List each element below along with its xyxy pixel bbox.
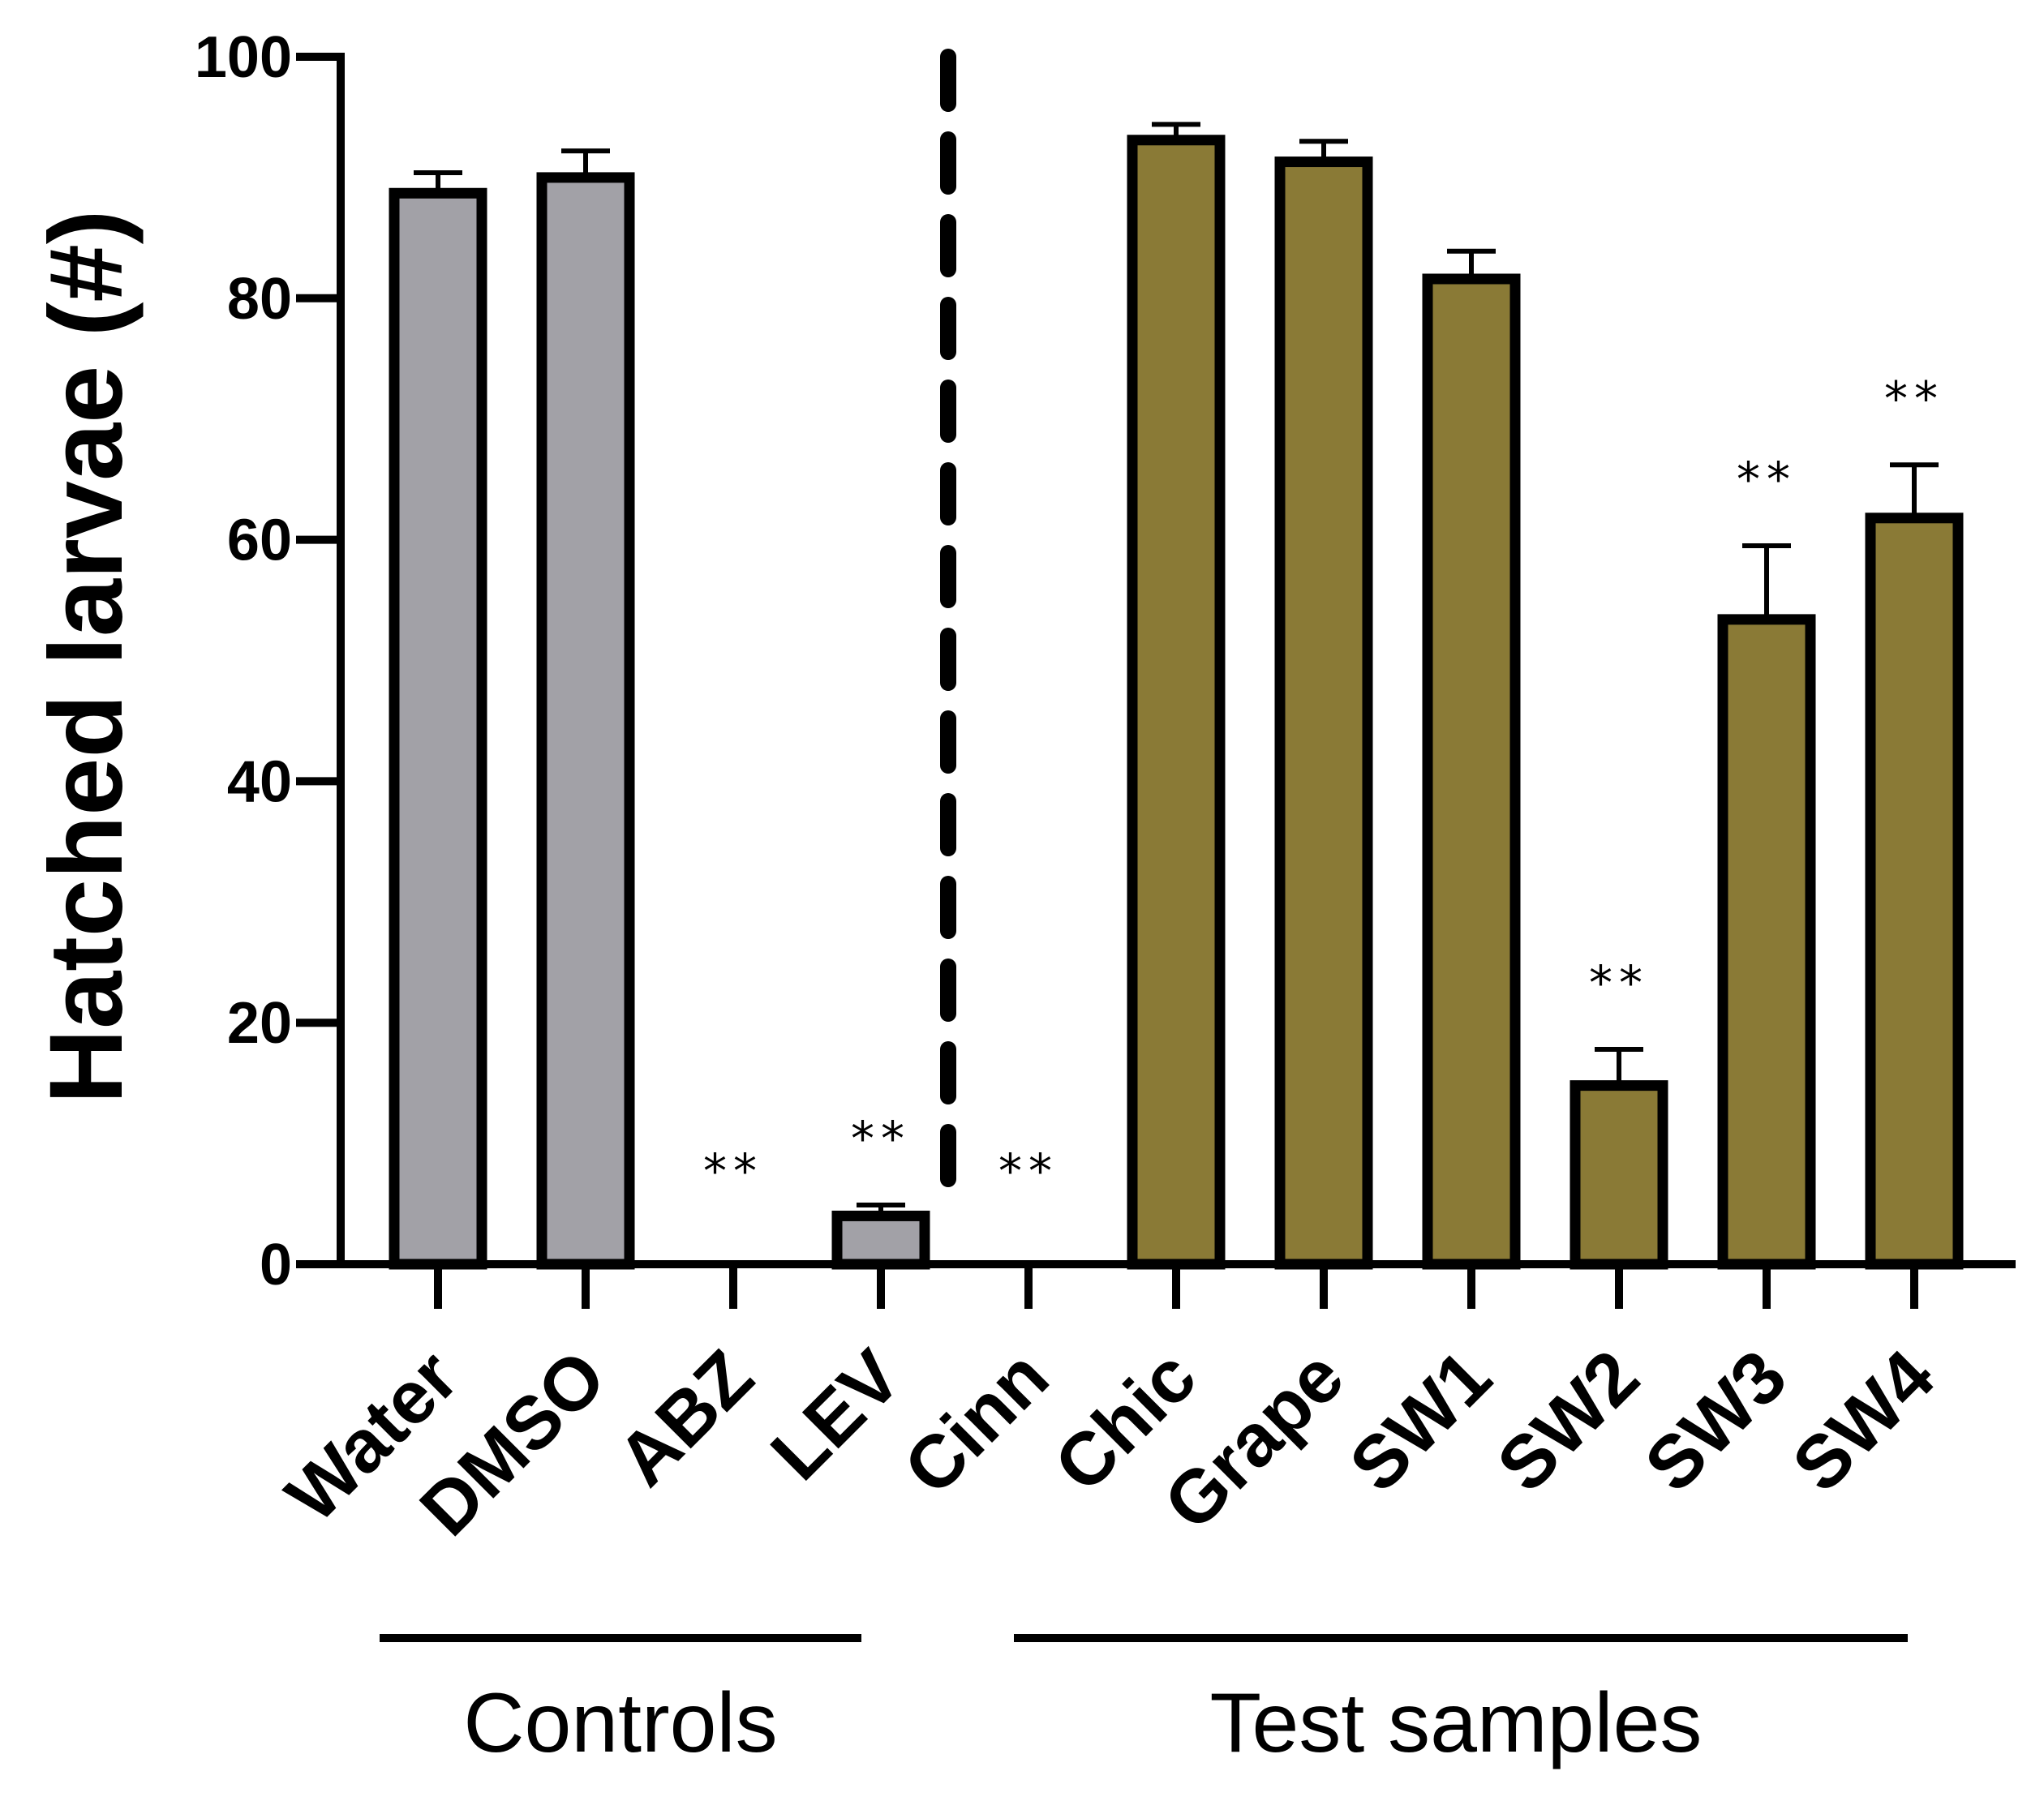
- x-tick-label-cinn: Cinn: [888, 1335, 1064, 1511]
- y-tick-label-100: 100: [195, 25, 292, 90]
- significance-marker-sw2: **: [1589, 955, 1649, 1010]
- x-tick-label-abz: ABZ: [602, 1335, 769, 1502]
- significance-marker-cinn: **: [998, 1143, 1058, 1199]
- significance-marker-sw4: **: [1884, 371, 1944, 426]
- bar-grape: [1274, 157, 1373, 1270]
- bar-lev: [831, 1210, 930, 1270]
- x-tick-label-sw4: SW4: [1777, 1335, 1950, 1508]
- x-tick-label-sw2: SW2: [1482, 1335, 1655, 1508]
- group-label-controls: Controls: [463, 1676, 777, 1770]
- y-tick-label-20: 20: [227, 991, 292, 1056]
- bar-sw3: [1717, 614, 1816, 1270]
- significance-marker-abz: **: [703, 1143, 763, 1199]
- bar-sw4: [1865, 513, 1964, 1270]
- group-label-test-samples: Test samples: [1210, 1676, 1703, 1770]
- x-tick-label-sw1: SW1: [1334, 1335, 1507, 1508]
- y-tick-label-80: 80: [227, 267, 292, 332]
- bar-dmso: [536, 172, 635, 1270]
- y-tick-label-60: 60: [227, 508, 292, 573]
- bar-sw2: [1570, 1080, 1668, 1270]
- y-tick-label-0: 0: [260, 1233, 292, 1297]
- y-axis-label: Hatched larvae (#): [28, 210, 144, 1104]
- significance-marker-sw3: **: [1737, 452, 1797, 507]
- bar-chic: [1127, 135, 1226, 1270]
- bar-water: [389, 187, 487, 1270]
- bar-sw1: [1422, 273, 1521, 1270]
- significance-marker-lev: **: [851, 1111, 911, 1166]
- x-tick-label-lev: LEV: [755, 1335, 917, 1496]
- plot-area: WaterDMSO**ABZ**LEV**CinnChicGrapeSW1**S…: [195, 25, 2016, 1642]
- x-tick-label-sw3: SW3: [1630, 1335, 1802, 1508]
- y-tick-label-40: 40: [227, 749, 292, 814]
